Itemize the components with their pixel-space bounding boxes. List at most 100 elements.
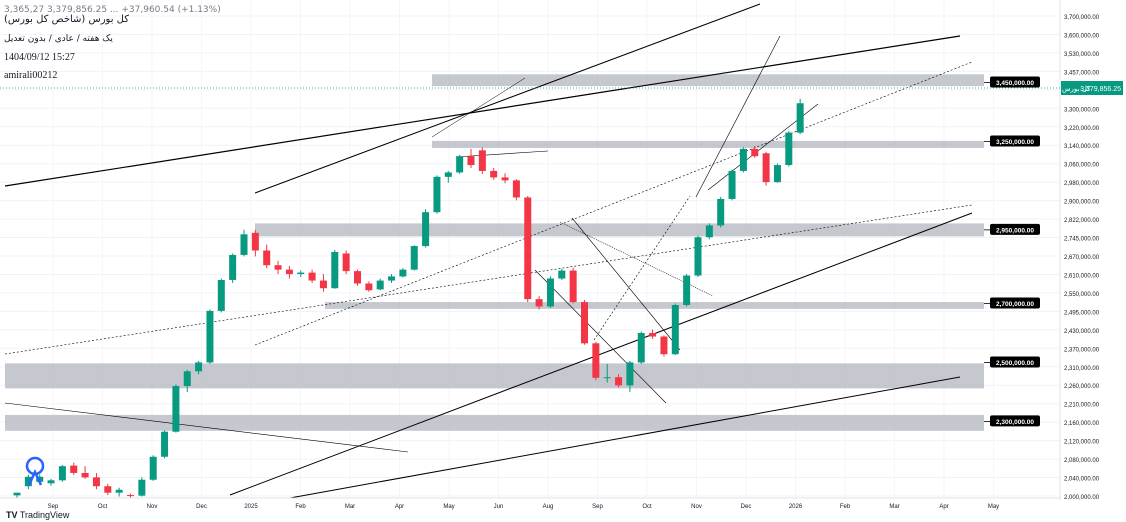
price-tick-label: 2,260,000.00 (1064, 384, 1100, 390)
time-axis-ticks: Sep Oct Nov Dec 2025 Feb Mar Apr May Jun Aug Sep Oct… (48, 504, 1000, 510)
candles (13, 98, 804, 498)
candle-body (195, 362, 203, 372)
price-tick-label: 3,530,000.00 (1064, 52, 1100, 58)
interval-info: یک هفته / عادی / بدون تعدیل (4, 34, 113, 44)
zone-labels: 3,450,000.00 3,250,000.00 2,950,000.00 2,70… (984, 76, 1040, 427)
candle-body (161, 431, 169, 457)
candle-body (671, 305, 679, 355)
candle-body (13, 492, 21, 496)
time-tick-label: 2025 (244, 504, 258, 510)
candle-body (660, 336, 668, 355)
time-tick-label: Nov (691, 504, 702, 510)
trendline (431, 77, 526, 138)
time-tick-label: May (988, 504, 999, 510)
price-tick-label: 2,550,000.00 (1064, 292, 1100, 298)
candle-body (410, 246, 418, 270)
ticker-title: کل بورس (شاخص کل بورس) (4, 14, 130, 25)
trendline (534, 269, 667, 404)
candle-body (785, 132, 793, 166)
candle-body (342, 253, 350, 272)
candle-body (149, 456, 157, 480)
candle-body (217, 279, 225, 311)
price-tick-label: 3,220,000.00 (1064, 126, 1100, 132)
trendline (559, 221, 714, 297)
zone-label-box (990, 297, 1040, 309)
zone-label-text: 2,300,000.00 (996, 419, 1034, 426)
time-tick-label: May (443, 504, 454, 510)
trendline (593, 195, 691, 341)
trendline (254, 61, 973, 346)
price-tick-label: 2,120,000.00 (1064, 440, 1100, 446)
price-tick-label: 2,610,000.00 (1064, 273, 1100, 279)
price-tick-label: 2,822,000.00 (1064, 218, 1100, 224)
trendline (4, 402, 409, 453)
candle-body (569, 270, 577, 303)
time-tick-label: Feb (295, 504, 306, 510)
candle-body (603, 377, 611, 379)
zone-label-box (990, 223, 1040, 235)
trendline (455, 150, 549, 158)
current-price-tag-value: 3,379,856.25 (1080, 86, 1121, 93)
candle-body (365, 283, 373, 291)
price-tick-label: 3,140,000.00 (1064, 144, 1100, 150)
candle-body (433, 176, 441, 213)
candle-body (728, 170, 736, 199)
price-zone (432, 140, 984, 148)
candle-body (331, 251, 339, 289)
candle-body (762, 153, 770, 183)
price-tick-label: 2,495,000.00 (1064, 310, 1100, 316)
candle-body (739, 148, 747, 171)
candle-body (263, 250, 271, 266)
price-zone (5, 414, 984, 431)
candle-body (172, 386, 180, 432)
candle-body (626, 362, 634, 386)
zone-label-box (990, 135, 1040, 147)
candle-body (649, 333, 657, 337)
price-tick-label: 3,300,000.00 (1064, 107, 1100, 113)
time-tick-label: Apr (939, 504, 948, 510)
candle-body (683, 275, 691, 306)
candle-body (456, 156, 464, 173)
candle-body (92, 477, 100, 487)
candle-body (546, 278, 554, 307)
price-tick-label: 2,745,000.00 (1064, 237, 1100, 243)
candle-body (285, 269, 293, 275)
price-zone (255, 223, 984, 237)
candle-body (637, 333, 645, 363)
trendlines (4, 3, 973, 499)
time-tick-label: Feb (840, 504, 851, 510)
time-tick-label: Dec (196, 504, 207, 510)
candle-body (399, 269, 407, 277)
candle-body (615, 377, 623, 386)
time-tick-label: Nov (147, 504, 158, 510)
time-tick-label: Mar (889, 504, 899, 510)
price-tick-label: 2,210,000.00 (1064, 403, 1100, 409)
candle-body (138, 479, 146, 496)
candle-body (581, 302, 588, 344)
time-tick-label: Sep (592, 504, 603, 510)
price-axis-ticks: 3,700,000.00 3,600,000.00 3,530,000.00 3,45… (1064, 15, 1100, 501)
time-tick-label: 2026 (789, 504, 803, 510)
price-tick-label: 2,080,000.00 (1064, 458, 1100, 464)
candle-body (115, 489, 123, 493)
candle-body (751, 148, 759, 157)
price-tick-label: 2,160,000.00 (1064, 421, 1100, 427)
trendline (571, 217, 681, 351)
candle-body (388, 276, 396, 281)
candle-body (773, 165, 781, 183)
price-tick-label: 2,040,000.00 (1064, 477, 1100, 483)
current-price-tag (1061, 81, 1123, 95)
candle-body (297, 272, 305, 275)
price-zone (5, 363, 984, 389)
author-name: amirali00212 (4, 70, 58, 81)
zone-label-text: 2,700,000.00 (996, 301, 1034, 308)
trendline (4, 204, 973, 355)
ohlc-line: 3,365,27 3,379,856.25 ... +37,960.54 (+1… (4, 5, 221, 15)
time-tick-label: Apr (395, 504, 404, 510)
tradingview-brand: TV TradingView (6, 510, 69, 520)
price-tick-label: 3,600,000.00 (1064, 33, 1100, 39)
time-tick-label: Sep (48, 504, 59, 510)
candle-body (206, 310, 214, 363)
candle-body (81, 472, 89, 478)
